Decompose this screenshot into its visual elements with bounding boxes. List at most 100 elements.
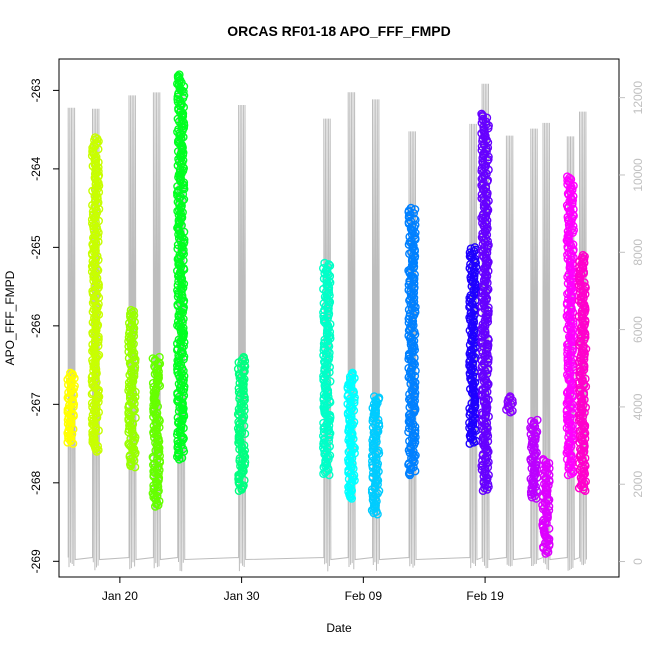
data-point	[564, 419, 573, 429]
series-14	[526, 415, 542, 503]
data-point	[527, 492, 537, 502]
data-point	[406, 444, 416, 454]
x-tick-label: Jan 20	[102, 589, 138, 603]
data-point	[482, 485, 492, 494]
data-point	[574, 312, 584, 321]
altitude-trace	[67, 83, 587, 572]
data-point	[173, 413, 183, 423]
data-point	[129, 444, 139, 454]
data-point	[568, 400, 577, 409]
data-point	[94, 445, 103, 455]
altitude-trace-layer	[67, 83, 587, 572]
data-point	[174, 454, 184, 464]
data-point	[153, 482, 163, 492]
data-point	[541, 549, 551, 558]
data-point	[566, 219, 575, 228]
y-tick-label: -264	[29, 157, 43, 181]
data-point	[346, 492, 355, 502]
data-point	[478, 247, 488, 256]
data-point	[532, 448, 541, 458]
data-point	[373, 509, 382, 519]
data-point	[319, 390, 329, 399]
data-point	[469, 354, 479, 364]
series-17	[574, 250, 591, 496]
data-point	[150, 502, 160, 511]
data-point	[93, 194, 102, 203]
data-point	[528, 475, 537, 485]
data-point	[68, 439, 78, 448]
data-point	[405, 389, 414, 399]
data-point	[579, 485, 588, 494]
series-7	[318, 258, 335, 480]
data-layer	[63, 70, 591, 558]
data-point	[234, 486, 244, 496]
data-point	[88, 388, 98, 398]
data-point	[63, 437, 72, 447]
series-5	[172, 70, 189, 464]
data-point	[154, 469, 163, 479]
data-point	[477, 456, 487, 466]
series-11	[465, 243, 481, 448]
data-point	[345, 446, 355, 455]
plot-frame	[58, 58, 620, 578]
data-point	[580, 486, 590, 496]
y2-tick-label: 4000	[631, 393, 645, 420]
y-tick-label: -263	[29, 78, 43, 102]
y-tick-label: -265	[29, 235, 43, 259]
series-8	[343, 368, 359, 503]
data-point	[130, 462, 140, 472]
data-point	[484, 240, 493, 250]
x-tick-label: Feb 19	[466, 589, 504, 603]
data-point	[323, 392, 333, 402]
chart-title: ORCAS RF01-18 APO_FFF_FMPD	[227, 23, 451, 39]
data-point	[405, 470, 415, 480]
axes-layer: Jan 20 Jan 30 Feb 09 Feb 19 -263 -264 -265 -266…	[29, 78, 645, 603]
x-tick-label: Feb 09	[345, 589, 383, 603]
data-point	[92, 447, 101, 456]
x-axis-label: Date	[326, 621, 352, 635]
data-point	[374, 421, 384, 431]
data-point	[94, 163, 103, 172]
series-3	[124, 305, 140, 472]
data-point	[579, 443, 589, 453]
series-6	[233, 352, 250, 496]
data-point	[350, 443, 359, 453]
data-point	[179, 279, 189, 289]
data-point	[469, 437, 479, 447]
data-point	[506, 407, 515, 417]
y-tick-label: -268	[29, 470, 43, 494]
data-point	[323, 388, 333, 398]
y-axis-label: APO_FFF_FMPD	[3, 270, 17, 365]
series-12	[477, 109, 493, 496]
y2-tick-label: 10000	[631, 158, 645, 192]
series-1	[63, 368, 79, 448]
series-15	[538, 454, 554, 558]
series-4	[148, 352, 165, 511]
y-tick-label: -267	[29, 392, 43, 416]
data-point	[234, 383, 244, 393]
data-point	[478, 486, 488, 496]
data-point	[568, 468, 578, 477]
data-point	[126, 461, 135, 471]
series-13	[502, 392, 517, 417]
data-point	[482, 459, 492, 468]
data-point	[409, 279, 419, 288]
data-point	[130, 399, 139, 408]
data-point	[568, 346, 577, 356]
data-point	[465, 439, 475, 448]
data-point	[369, 508, 379, 518]
y-tick-label: -269	[29, 549, 43, 573]
y2-tick-label: 12000	[631, 81, 645, 115]
data-point	[324, 470, 334, 480]
y-tick-label: -266	[29, 314, 43, 338]
data-point	[482, 418, 492, 428]
data-point	[563, 470, 573, 480]
data-point	[319, 469, 328, 479]
series-16	[562, 172, 579, 480]
series-2	[87, 133, 104, 456]
series-9	[367, 392, 384, 519]
data-point	[347, 494, 357, 503]
y2-tick-label: 0	[631, 558, 645, 565]
y2-tick-label: 6000	[631, 316, 645, 343]
